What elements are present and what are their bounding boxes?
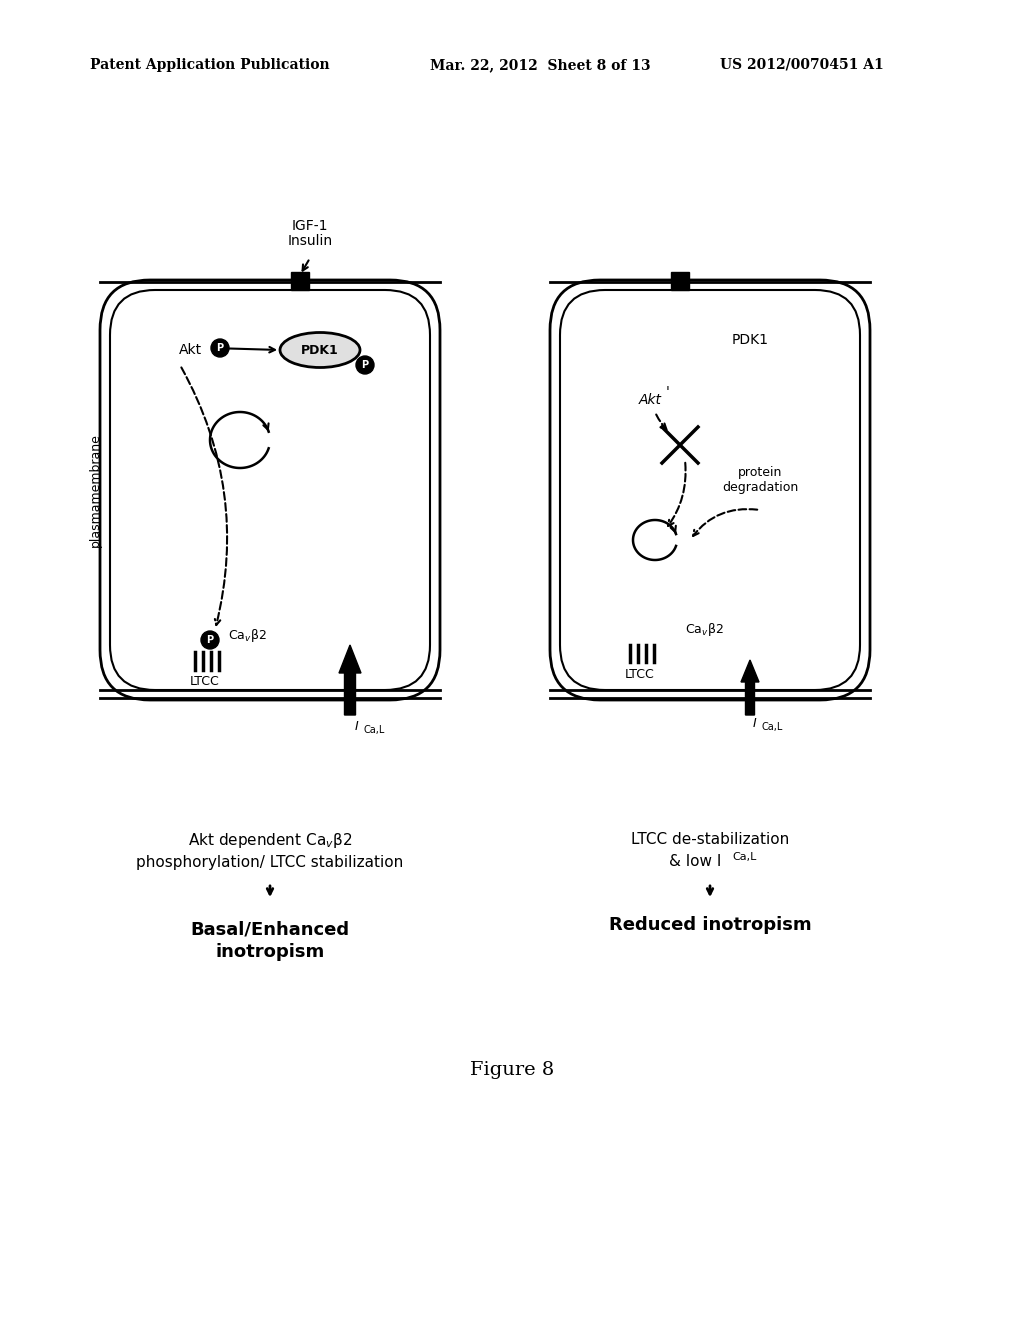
Polygon shape — [339, 645, 361, 715]
Text: ': ' — [666, 385, 670, 399]
Text: Akt dependent Ca$_v$β2: Akt dependent Ca$_v$β2 — [187, 830, 352, 850]
Text: Patent Application Publication: Patent Application Publication — [90, 58, 330, 73]
Text: Reduced inotropism: Reduced inotropism — [608, 916, 811, 935]
Text: phosphorylation/ LTCC stabilization: phosphorylation/ LTCC stabilization — [136, 854, 403, 870]
Text: Ca$_v$β2: Ca$_v$β2 — [228, 627, 266, 644]
Text: LTCC: LTCC — [625, 668, 655, 681]
Text: Mar. 22, 2012  Sheet 8 of 13: Mar. 22, 2012 Sheet 8 of 13 — [430, 58, 650, 73]
Text: P: P — [207, 635, 214, 645]
Text: P: P — [216, 343, 223, 352]
Polygon shape — [741, 660, 759, 715]
Text: Basal/Enhanced: Basal/Enhanced — [190, 921, 349, 939]
Text: PDK1: PDK1 — [731, 333, 768, 347]
Text: LTCC: LTCC — [190, 675, 220, 688]
Bar — [671, 272, 689, 290]
Text: I: I — [355, 719, 358, 733]
Text: I: I — [753, 717, 757, 730]
Text: US 2012/0070451 A1: US 2012/0070451 A1 — [720, 58, 884, 73]
Text: Ca$_v$β2: Ca$_v$β2 — [685, 622, 724, 639]
Text: inotropism: inotropism — [215, 942, 325, 961]
Text: Figure 8: Figure 8 — [470, 1061, 554, 1078]
Text: & low I: & low I — [669, 854, 721, 870]
Text: IGF-1: IGF-1 — [292, 219, 329, 234]
Text: Akt: Akt — [639, 393, 662, 407]
Circle shape — [211, 339, 229, 356]
Text: Ca,L: Ca,L — [733, 851, 757, 862]
Text: P: P — [361, 360, 369, 370]
Circle shape — [356, 356, 374, 374]
Text: Ca,L: Ca,L — [364, 725, 385, 735]
Text: Ca,L: Ca,L — [762, 722, 783, 733]
Text: PDK1: PDK1 — [301, 343, 339, 356]
Circle shape — [201, 631, 219, 649]
Text: LTCC de-stabilization: LTCC de-stabilization — [631, 833, 790, 847]
Bar — [291, 272, 309, 290]
Text: protein
degradation: protein degradation — [722, 466, 798, 494]
Ellipse shape — [280, 333, 360, 367]
Text: plasmamembrane: plasmamembrane — [88, 433, 101, 546]
Text: Insulin: Insulin — [288, 234, 333, 248]
Text: Akt: Akt — [178, 343, 202, 356]
